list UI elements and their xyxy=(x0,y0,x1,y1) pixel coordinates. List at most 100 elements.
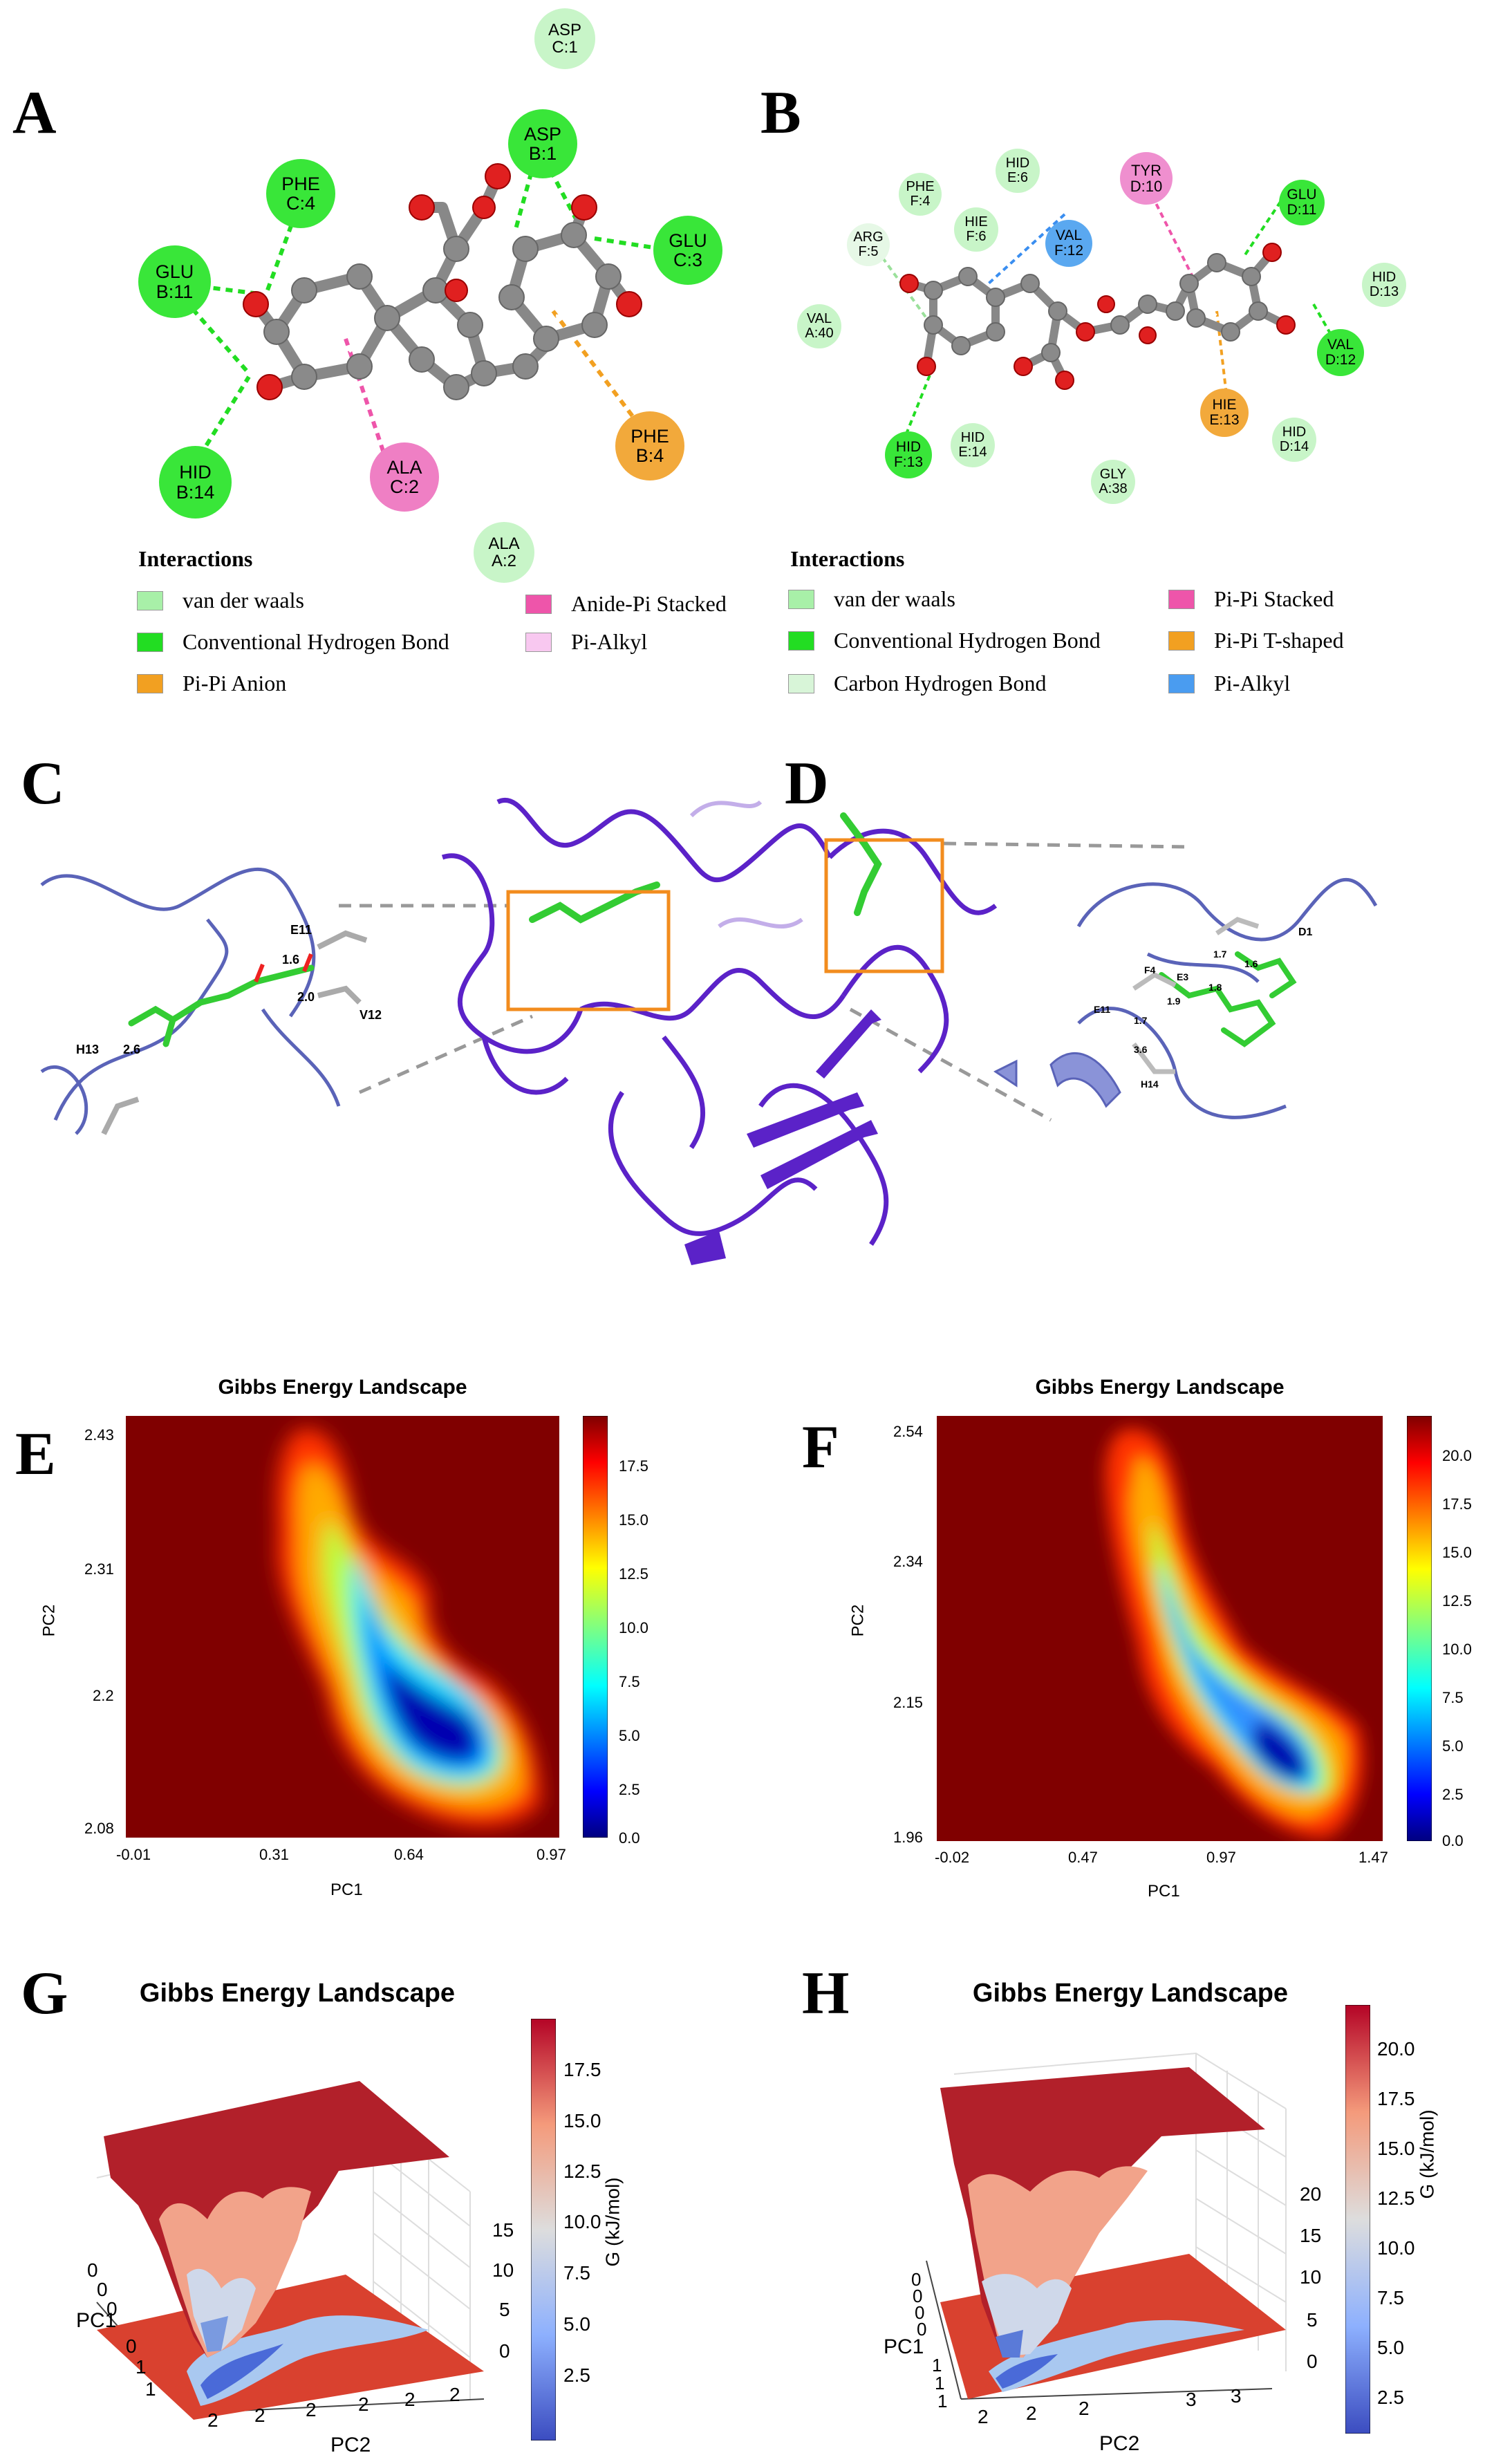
chart-g-cbtick: 2.5 xyxy=(563,2364,590,2386)
chart-g-pc1tick: 1 xyxy=(145,2378,156,2400)
chart-h-ztick: 10 xyxy=(1300,2266,1322,2288)
panel-d-label: 1.8 xyxy=(1208,982,1222,993)
panel-b-residue: PHE F:4 xyxy=(899,173,942,216)
chart-g-cbtick: 12.5 xyxy=(563,2160,601,2182)
panel-a-residue: ASP B:1 xyxy=(508,109,577,178)
chart-e-ytick: 2.08 xyxy=(84,1820,114,1837)
chart-g-zlabel: G (kJ/mol) xyxy=(601,2177,624,2267)
chart-g-ztick: 15 xyxy=(492,2219,514,2241)
panel-b-legend-item: Pi-Alkyl xyxy=(1168,671,1290,696)
chart-e-cbtick: 0.0 xyxy=(619,1829,640,1847)
chart-e-cbtick: 15.0 xyxy=(619,1511,648,1529)
chart-g-ztick: 0 xyxy=(499,2340,510,2362)
chart-e-xtick: 0.97 xyxy=(536,1846,566,1863)
chart-f-cbtick: 15.0 xyxy=(1442,1544,1472,1561)
panel-d-label: E11 xyxy=(1094,1004,1111,1015)
panel-b-residue: HID D:14 xyxy=(1272,418,1316,462)
panel-b-residue: HID F:13 xyxy=(885,431,932,478)
panel-c-label: 1.6 xyxy=(282,953,300,967)
chart-f-plot xyxy=(937,1416,1383,1841)
chart-f-cbtick: 0.0 xyxy=(1442,1832,1464,1849)
panel-c-label: V12 xyxy=(360,1008,382,1022)
chart-f-ytick: 2.15 xyxy=(893,1694,923,1711)
chart-h-pc1tick: 1 xyxy=(935,2373,945,2393)
chart-e-colorbar xyxy=(583,1416,608,1838)
panel-a-legend-item: van der waals xyxy=(137,588,304,613)
panel-a-residue: PHE C:4 xyxy=(266,159,335,228)
chart-e-xtick: 0.31 xyxy=(259,1846,289,1863)
panel-letter-b: B xyxy=(760,80,801,147)
chart-e-plot xyxy=(126,1416,559,1838)
chart-e-cbtick: 12.5 xyxy=(619,1565,648,1583)
panel-b-residue: VAL D:12 xyxy=(1317,329,1364,376)
panel-a-residue: GLU C:3 xyxy=(653,216,722,285)
chart-f-ytick: 2.54 xyxy=(893,1423,923,1440)
panel-a-residue: GLU B:11 xyxy=(138,245,211,318)
chart-e-cbtick: 2.5 xyxy=(619,1781,640,1798)
chart-e-xtick: -0.01 xyxy=(116,1846,151,1863)
panel-d-label: E3 xyxy=(1177,971,1189,982)
panel-letter-a: A xyxy=(12,80,57,147)
chart-e-cbtick: 7.5 xyxy=(619,1673,640,1690)
chart-f-cbtick: 10.0 xyxy=(1442,1641,1472,1658)
panel-b-legend-item: Conventional Hydrogen Bond xyxy=(788,628,1101,653)
panel-b-legend-item: Pi-Pi Stacked xyxy=(1168,586,1334,612)
panel-b-residue: ARG F:5 xyxy=(847,223,890,266)
chart-g-pc1tick: 0 xyxy=(126,2335,137,2357)
chart-h-ztick: 15 xyxy=(1300,2225,1322,2246)
chart-f-colorbar xyxy=(1407,1416,1432,1841)
panel-a-legend-item: Pi-Pi Anion xyxy=(137,671,286,696)
chart-f-cbtick: 20.0 xyxy=(1442,1447,1472,1464)
chart-e-ytick: 2.43 xyxy=(84,1426,114,1444)
chart-h-cbtick: 10.0 xyxy=(1377,2237,1415,2259)
panel-letter-e: E xyxy=(15,1421,56,1488)
panel-d-label: D1 xyxy=(1298,926,1313,938)
panel-b-residue: HID E:6 xyxy=(996,149,1040,193)
chart-h-pc2tick: 2 xyxy=(1079,2398,1090,2419)
chart-f-xtick: 1.47 xyxy=(1358,1849,1388,1866)
panel-d-label: H14 xyxy=(1141,1079,1159,1090)
chart-h-pc1tick: 0 xyxy=(917,2319,927,2340)
chart-g-xlabel: PC1 xyxy=(76,2309,117,2332)
chart-f-cbtick: 7.5 xyxy=(1442,1689,1464,1706)
panel-letter-d: D xyxy=(785,750,829,817)
chart-h-ztick: 20 xyxy=(1300,2183,1322,2205)
chart-g-title: Gibbs Energy Landscape xyxy=(139,1979,456,2008)
panel-a-legend-item: Conventional Hydrogen Bond xyxy=(137,629,449,655)
chart-f-cbtick: 5.0 xyxy=(1442,1737,1464,1755)
panel-a-residue: HID B:14 xyxy=(159,446,232,519)
chart-g-cbtick: 17.5 xyxy=(563,2059,601,2080)
panel-letter-f: F xyxy=(802,1414,839,1481)
chart-f-cbtick: 12.5 xyxy=(1442,1592,1472,1609)
panel-b-residue: TYR D:10 xyxy=(1120,152,1173,205)
chart-g-pc2tick: 2 xyxy=(207,2409,218,2431)
chart-f-xtick: 0.97 xyxy=(1206,1849,1236,1866)
chart-e-xtick: 0.64 xyxy=(394,1846,424,1863)
panel-b-residue: HID D:13 xyxy=(1362,263,1406,307)
panel-a-residue: ALA A:2 xyxy=(474,522,534,583)
panel-d-label: 1.6 xyxy=(1244,958,1258,969)
chart-g-pc2tick: 2 xyxy=(449,2384,460,2405)
chart-f-ytick: 2.34 xyxy=(893,1553,923,1570)
panel-b-legend-item: van der waals xyxy=(788,586,955,612)
panel-a-legend-title: Interactions xyxy=(138,546,253,571)
panel-letter-h: H xyxy=(802,1960,850,2027)
panel-b-residue: GLY A:38 xyxy=(1091,460,1135,504)
chart-e-title: Gibbs Energy Landscape xyxy=(218,1376,467,1399)
chart-h-pc2tick: 3 xyxy=(1186,2389,1197,2410)
chart-e-cbtick: 5.0 xyxy=(619,1727,640,1744)
panel-d-label: F4 xyxy=(1144,964,1156,976)
protein-structure xyxy=(40,798,1378,1265)
panel-d-label: 3.6 xyxy=(1134,1044,1148,1055)
chart-h-cbtick: 17.5 xyxy=(1377,2088,1415,2109)
chart-f-ytick: 1.96 xyxy=(893,1829,923,1846)
chart-h-pc1tick: 0 xyxy=(915,2302,925,2323)
chart-e-cbtick: 10.0 xyxy=(619,1619,648,1636)
chart-e-ytick: 2.31 xyxy=(84,1560,114,1578)
panel-b-residue: VAL F:12 xyxy=(1045,220,1092,267)
panel-b-legend-item: Pi-Pi T-shaped xyxy=(1168,628,1344,653)
chart-f-title: Gibbs Energy Landscape xyxy=(1035,1376,1285,1399)
chart-f-xtick: 0.47 xyxy=(1068,1849,1098,1866)
chart-h-pc1tick: 1 xyxy=(937,2391,948,2411)
chart-g-ztick: 5 xyxy=(499,2299,510,2320)
